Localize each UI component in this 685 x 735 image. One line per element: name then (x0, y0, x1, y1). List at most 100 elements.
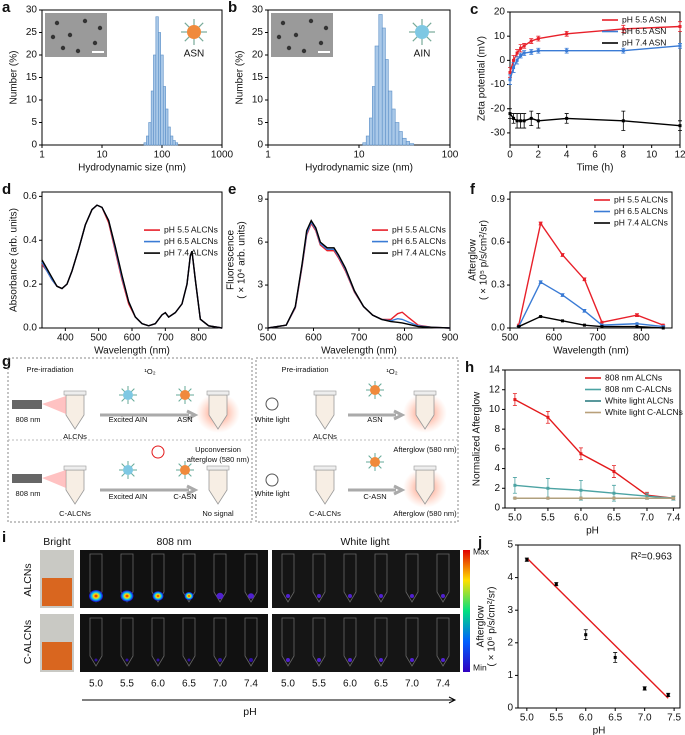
x-tick-label: 7.0 (640, 513, 654, 524)
x-axis-label: pH (593, 726, 606, 735)
inset-particle (60, 45, 66, 51)
ph-axis: pH (243, 706, 256, 718)
bar (398, 131, 403, 146)
diagram-label: 808 nm (15, 489, 40, 498)
y-tick-label: 0.6 (491, 237, 505, 248)
marker (579, 496, 583, 500)
series-line (514, 398, 674, 499)
tube-outline (405, 553, 419, 603)
bar (155, 16, 159, 146)
beam (42, 396, 66, 414)
bar (167, 126, 171, 146)
legend-label: pH 7.4 ALCNs (392, 247, 446, 257)
bar (374, 45, 380, 146)
y-tick-label: 0.3 (491, 280, 505, 291)
tube (65, 469, 85, 505)
bar (150, 90, 154, 146)
y-tick-label: 6 (494, 443, 500, 454)
marker (565, 49, 569, 53)
x-tick-label: 700 (589, 333, 606, 344)
bar (162, 86, 166, 146)
x-tick-label: 12 (674, 150, 685, 161)
signal (218, 658, 222, 662)
marker (621, 27, 625, 31)
marker (529, 39, 533, 43)
inset-particle (308, 18, 314, 24)
y-axis-label: Normalized Afterglow (472, 391, 483, 486)
inset-particle (50, 34, 56, 40)
inset-particle (82, 18, 88, 24)
marker (519, 46, 523, 50)
marker (536, 37, 540, 41)
series-line (518, 315, 664, 329)
x-tick-label: 7.0 (638, 713, 652, 724)
panel-label: e (228, 181, 236, 198)
marker (546, 486, 550, 490)
y-tick-label: 0 (257, 140, 263, 151)
x-tick-label: 700 (351, 333, 368, 344)
bar (371, 86, 376, 146)
bright-liquid (42, 642, 72, 670)
x-tick-label: 4 (564, 150, 570, 161)
marker (512, 116, 516, 120)
tube-cap (413, 390, 437, 396)
x-axis-label: Wavelength (nm) (321, 346, 397, 357)
x-tick-label: 10 (96, 150, 108, 161)
marker (508, 112, 512, 116)
marker (529, 50, 533, 54)
marker (515, 51, 519, 55)
x-tick-label: 6.0 (579, 713, 593, 724)
inset-particle (323, 25, 329, 31)
beam (42, 470, 66, 488)
ph-label: 6.5 (374, 679, 388, 690)
signal (286, 594, 290, 598)
panel-label: i (2, 529, 6, 546)
x-tick-label: 0 (507, 150, 513, 161)
legend-label: White light C-ALCNs (605, 407, 683, 417)
laser (12, 474, 42, 483)
signal (249, 658, 253, 662)
marker (512, 66, 516, 70)
y-tick-label: 6 (257, 237, 263, 248)
marker (621, 49, 625, 53)
signal (317, 658, 321, 662)
row-label: C-ALCNs (22, 620, 34, 664)
legend-label: pH 6.5 ASN (622, 26, 666, 36)
ph-label: 7.4 (436, 679, 450, 690)
marker (529, 116, 533, 120)
marker (600, 320, 604, 324)
ph-label: 7.0 (213, 679, 227, 690)
y-tick-label: 2 (494, 483, 500, 494)
y-tick-label: 0.0 (23, 323, 37, 334)
diagram-label: White light (254, 489, 290, 498)
particle-core (370, 385, 380, 395)
diagram-label: Excited AIN (109, 492, 148, 501)
inset-particle (318, 40, 324, 46)
x-tick-label: 7.5 (667, 713, 681, 724)
marker (678, 44, 682, 48)
inset-image (45, 13, 107, 57)
x-tick-label: 800 (190, 333, 207, 344)
x-tick-label: 400 (57, 333, 74, 344)
x-axis-label: Hydrodynamic size (nm) (78, 163, 186, 174)
marker (522, 44, 526, 48)
tube-outline (182, 617, 196, 667)
diagram-label: Upconversion (195, 445, 241, 454)
bar (385, 59, 389, 146)
diagram-label: ¹O₂ (144, 367, 155, 376)
legend-label: pH 5.5 ALCNs (614, 194, 668, 204)
y-tick-label: 14 (489, 365, 501, 376)
y-tick-label: -10 (491, 79, 506, 90)
marker (678, 25, 682, 29)
signal (286, 658, 290, 662)
y-tick-label: 5 (507, 540, 513, 551)
dark-image (272, 550, 460, 608)
marker (582, 309, 586, 313)
ph-label: 5.0 (89, 679, 103, 690)
marker (539, 221, 543, 225)
dark-image (80, 550, 268, 608)
bar (165, 108, 169, 146)
bar (394, 122, 400, 146)
y-tick-label: 3 (507, 605, 513, 616)
marker (565, 32, 569, 36)
